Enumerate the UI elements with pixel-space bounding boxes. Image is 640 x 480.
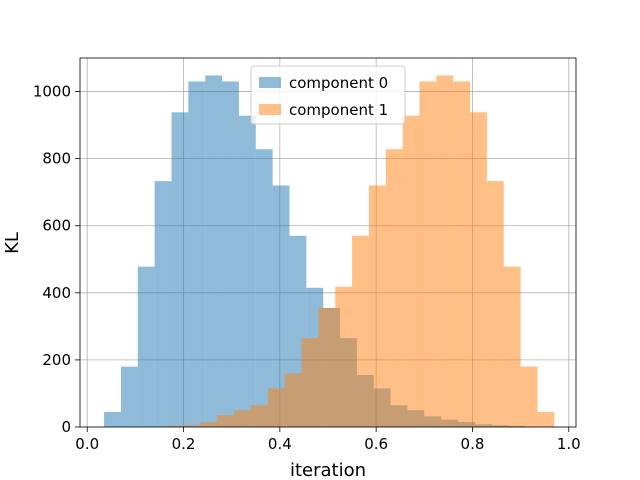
legend-label: component 0 <box>289 74 388 92</box>
x-tick-label: 0.4 <box>268 435 292 453</box>
histogram-bar <box>368 185 386 427</box>
histogram-bars <box>104 75 555 428</box>
histogram-bar <box>335 286 353 427</box>
y-tick-label: 1000 <box>33 83 71 101</box>
histogram-bar <box>200 422 218 427</box>
histogram-bar <box>318 307 336 427</box>
axis-ticks: 0.0 0.2 0.4 0.6 0.8 1.0 0 200 400 600 800 1000 <box>33 83 581 453</box>
x-tick-label: 1.0 <box>557 435 581 453</box>
histogram-bar <box>255 149 273 427</box>
y-tick-label: 800 <box>42 150 71 168</box>
histogram-bar <box>222 81 239 428</box>
histogram-bar <box>503 266 521 427</box>
y-tick-label: 0 <box>61 418 71 436</box>
histogram-bar <box>104 411 121 427</box>
histogram-bar <box>166 425 184 427</box>
histogram-bar <box>205 75 223 427</box>
legend: component 0 component 1 <box>250 65 406 125</box>
histogram-bar <box>272 185 290 427</box>
plot-frame <box>79 57 577 428</box>
x-tick-label: 0.6 <box>364 435 388 453</box>
histogram-bar <box>352 235 369 427</box>
x-tick-label: 0.2 <box>172 435 196 453</box>
histogram-bar <box>301 338 319 427</box>
histogram-bar <box>402 115 420 427</box>
x-axis-label: iteration <box>290 460 366 480</box>
series-1-bars <box>166 75 555 428</box>
histogram-bar <box>120 366 138 427</box>
x-tick-label: 0.8 <box>461 435 485 453</box>
y-tick-label: 200 <box>42 351 71 369</box>
legend-label: component 1 <box>289 101 388 119</box>
histogram-bar <box>171 112 189 428</box>
x-tick-label: 0.0 <box>75 435 99 453</box>
histogram-bar <box>470 112 487 428</box>
y-axis-label: KL <box>2 232 23 254</box>
histogram-bar <box>188 81 206 428</box>
legend-swatch <box>259 104 281 115</box>
histogram-bar <box>453 81 471 428</box>
histogram-bar <box>217 415 235 427</box>
legend-box <box>250 65 406 125</box>
histogram-bar <box>154 181 172 427</box>
histogram-bar <box>385 149 403 427</box>
histogram-bar <box>436 75 454 427</box>
histogram-bar <box>520 366 538 427</box>
y-tick-label: 600 <box>42 217 71 235</box>
histogram-bar <box>238 115 256 427</box>
histogram-bar <box>267 388 285 427</box>
histogram-bar <box>284 373 302 427</box>
histogram-bar <box>250 405 268 427</box>
legend-swatch <box>259 77 281 88</box>
y-tick-label: 400 <box>42 284 71 302</box>
histogram-bar <box>137 266 155 427</box>
histogram-bar <box>537 411 555 427</box>
histogram-bar <box>486 181 504 427</box>
histogram-bar <box>183 425 201 427</box>
histogram-bar <box>419 81 437 428</box>
histogram-bar <box>234 410 251 427</box>
